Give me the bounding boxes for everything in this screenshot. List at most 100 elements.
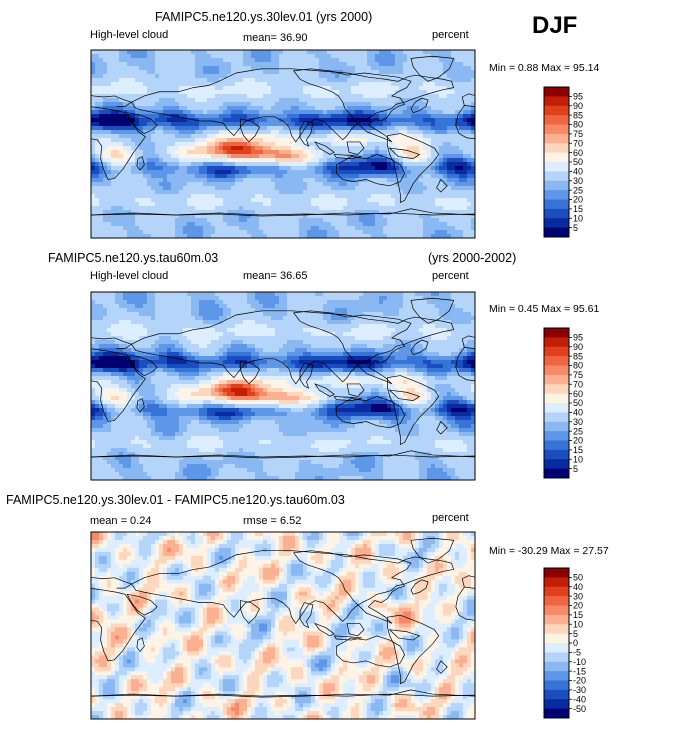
field-cell [131,178,136,183]
field-cell [163,178,168,183]
field-cell [203,54,208,59]
field-cell [127,138,132,143]
field-cell [223,178,228,183]
field-cell [179,198,184,203]
field-cell [447,138,452,143]
field-cell [283,182,288,187]
field-cell [199,98,204,103]
field-cell [471,94,475,99]
field-cell [199,308,204,313]
field-cell [295,186,300,191]
field-cell [239,178,244,183]
field-cell [335,234,340,238]
field-cell [451,146,456,151]
field-cell [251,166,256,171]
field-cell [147,118,152,123]
field-cell [103,308,108,313]
field-cell [179,118,184,123]
field-cell [191,94,196,99]
field-cell [151,114,156,119]
field-cell [323,138,328,143]
field-cell [371,106,376,111]
field-cell [131,150,136,155]
field-cell [147,94,152,99]
field-cell [399,292,404,297]
field-cell [379,126,384,131]
field-cell [223,300,228,305]
field-cell [299,202,304,207]
field-cell [355,54,360,59]
field-cell [263,134,268,139]
field-cell [243,150,248,155]
field-cell [171,142,176,147]
field-cell [223,82,228,87]
field-cell [203,292,208,297]
field-cell [383,134,388,139]
field-cell [243,198,248,203]
field-cell [423,304,428,309]
field-cell [167,50,172,55]
field-cell [131,198,136,203]
field-cell [115,304,120,309]
field-cell [339,86,344,91]
field-cell [279,130,284,135]
field-cell [359,166,364,171]
field-cell [123,86,128,91]
field-cell [319,70,324,75]
field-cell [255,154,260,159]
field-cell [351,230,356,235]
field-cell [243,304,248,309]
field-cell [211,170,216,175]
field-cell [255,206,260,211]
field-cell [395,110,400,115]
field-cell [407,214,412,219]
field-cell [287,304,292,309]
field-cell [363,146,368,151]
field-cell [119,202,124,207]
field-cell [335,154,340,159]
field-cell [335,126,340,131]
field-cell [383,222,388,227]
field-cell [371,158,376,163]
field-cell [211,98,216,103]
field-cell [107,142,112,147]
field-cell [291,126,296,131]
field-cell [347,102,352,107]
field-cell [275,202,280,207]
field-cell [339,106,344,111]
field-cell [295,54,300,59]
field-cell [439,118,444,123]
field-cell [275,82,280,87]
field-cell [143,166,148,171]
field-cell [107,292,112,297]
field-cell [255,70,260,75]
field-cell [307,126,312,131]
field-cell [439,202,444,207]
field-cell [415,166,420,171]
field-cell [279,178,284,183]
field-cell [427,58,432,63]
field-cell [451,190,456,195]
field-cell [191,98,196,103]
field-cell [331,218,336,223]
field-cell [371,122,376,127]
field-cell [375,62,380,67]
field-cell [267,70,272,75]
field-cell [195,102,200,107]
field-cell [131,50,136,55]
field-cell [307,70,312,75]
field-cell [455,222,460,227]
field-cell [287,50,292,55]
field-cell [151,106,156,111]
field-cell [427,186,432,191]
field-cell [175,122,180,127]
field-cell [467,190,472,195]
field-cell [307,66,312,71]
field-cell [127,198,132,203]
field-cell [235,114,240,119]
field-cell [415,178,420,183]
field-cell [267,110,272,115]
field-cell [431,170,436,175]
field-cell [379,158,384,163]
field-cell [427,154,432,159]
